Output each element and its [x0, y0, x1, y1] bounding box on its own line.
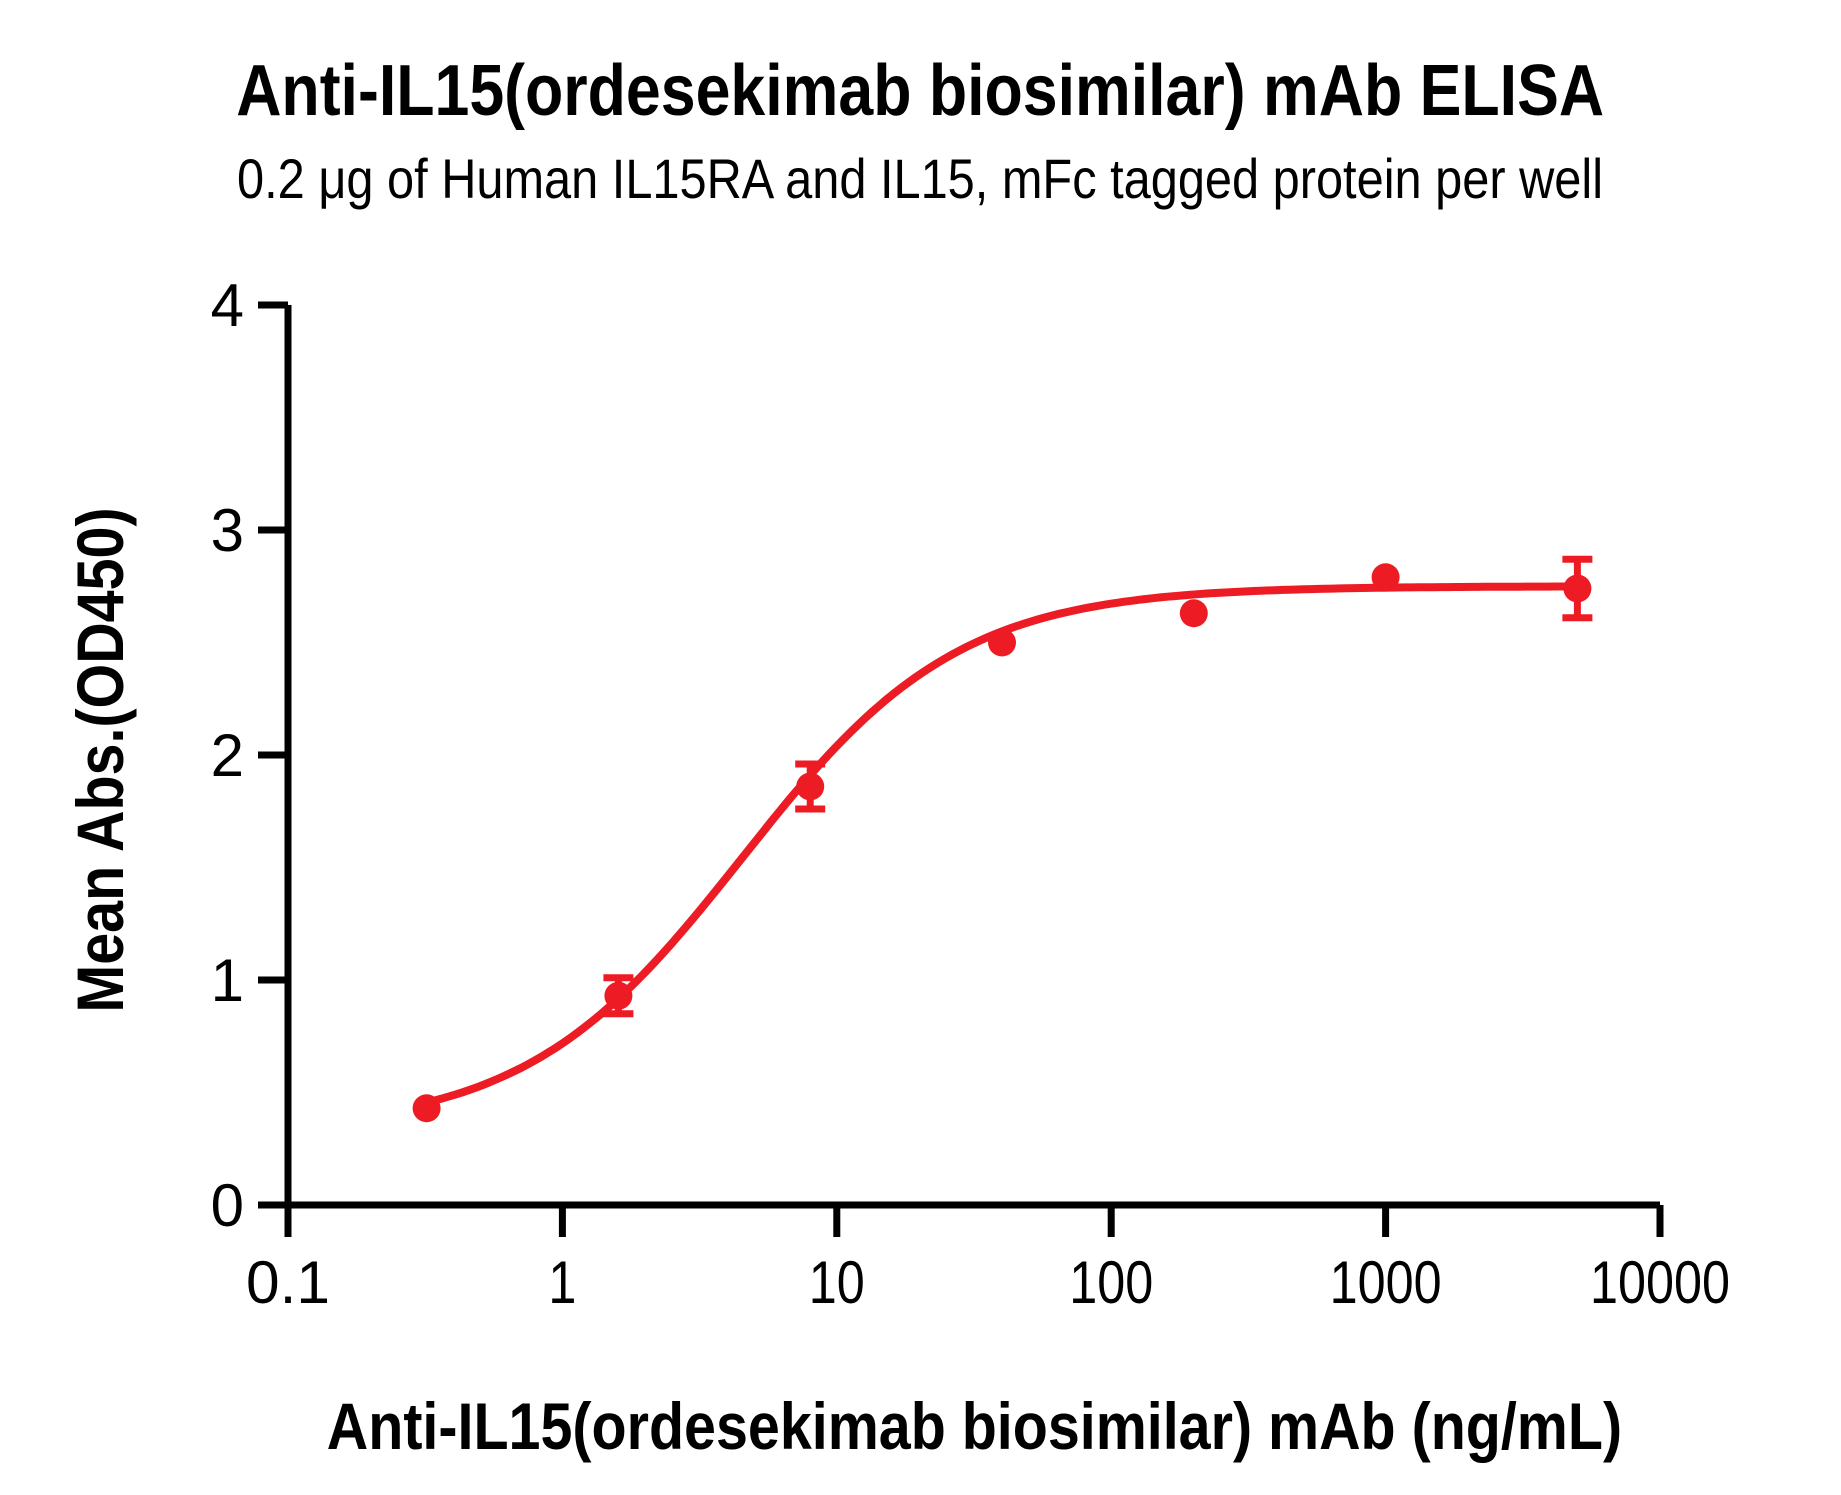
y-tick-label: 2 [211, 722, 244, 789]
y-tick-label: 1 [211, 947, 244, 1014]
x-axis-title-text: Anti-IL15(ordesekimab biosimilar) mAb (n… [326, 1389, 1622, 1463]
data-point-marker [1179, 599, 1208, 628]
chart-subtitle-text: 0.2 μg of Human IL15RA and IL15, mFc tag… [237, 147, 1604, 210]
data-point-marker [412, 1094, 441, 1123]
x-tick-label: 100 [1069, 1249, 1153, 1316]
data-point-marker [796, 772, 825, 801]
x-tick-label: 1 [548, 1249, 576, 1316]
x-tick-label: 0.1 [246, 1249, 330, 1316]
x-tick-label: 1000 [1330, 1249, 1442, 1316]
y-tick-label: 4 [211, 272, 244, 339]
chart-subtitle: 0.2 μg of Human IL15RA and IL15, mFc tag… [0, 148, 1841, 210]
chart-title-text: Anti-IL15(ordesekimab biosimilar) mAb EL… [236, 51, 1605, 131]
data-point-marker [1371, 563, 1400, 592]
x-tick-label: 10 [809, 1249, 865, 1316]
fit-curve [422, 582, 1582, 1107]
chart-title: Anti-IL15(ordesekimab biosimilar) mAb EL… [0, 51, 1841, 131]
x-axis-title: Anti-IL15(ordesekimab biosimilar) mAb (n… [88, 1388, 1841, 1464]
x-tick-label: 10000 [1590, 1249, 1730, 1316]
y-tick-label: 3 [211, 497, 244, 564]
data-point-marker [1563, 574, 1592, 603]
y-tick-label: 0 [211, 1172, 244, 1239]
data-point-marker [988, 628, 1017, 657]
data-point-marker [604, 981, 633, 1010]
